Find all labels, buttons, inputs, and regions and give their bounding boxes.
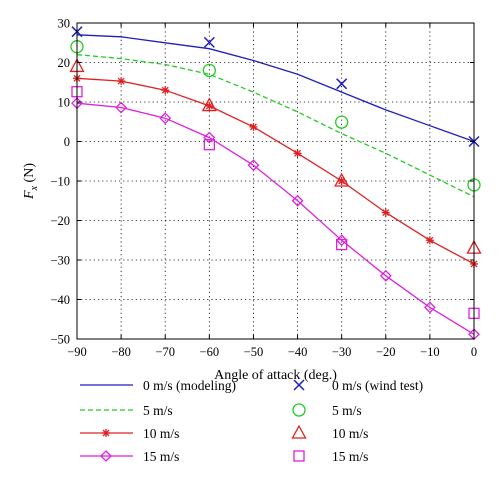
y-tick-label: −20: [50, 214, 70, 228]
test-point: [203, 36, 215, 48]
model-point: [205, 101, 214, 110]
y-tick-label: −40: [50, 293, 70, 307]
x-tick-label: −60: [200, 345, 220, 359]
model-series-3: [71, 97, 480, 341]
legend-marker: [292, 403, 306, 417]
test-series-0: [71, 26, 480, 148]
test-point: [336, 78, 348, 90]
y-axis-label: Fx (N): [22, 163, 40, 200]
y-tick-label: −30: [50, 254, 70, 268]
test-series-2: [69, 58, 482, 254]
y-tick-label: 20: [58, 56, 71, 70]
model-point: [379, 269, 392, 282]
legend-label: 15 m/s: [143, 449, 179, 464]
legend-label: 10 m/s: [143, 426, 179, 441]
legend: 0 m/s (modeling) 5 m/s 10 m/s 15 m/s 0 m/s (…: [80, 378, 423, 464]
y-axis-label-main: F: [22, 190, 37, 200]
test-point: [201, 97, 217, 112]
x-tick-label: −20: [376, 345, 396, 359]
model-line: [76, 34, 475, 143]
model-point: [249, 122, 258, 131]
y-tick-label: 0: [64, 135, 70, 149]
model-line: [76, 53, 475, 198]
legend-marker: [102, 429, 110, 437]
legend-marker: [293, 450, 305, 462]
test-point: [335, 115, 349, 129]
model-point: [115, 101, 128, 114]
x-tick-label: −30: [332, 345, 352, 359]
model-point: [117, 77, 126, 86]
model-series-1: [76, 53, 475, 198]
test-point: [202, 63, 216, 78]
ticks: −90 −80 −70 −60 −50 −40 −30 −20 −10 0 30 20 10 0 −10 −2…: [50, 17, 477, 360]
x-tick-label: −50: [244, 345, 264, 359]
model-point: [159, 112, 172, 125]
model-line: [76, 102, 475, 335]
grid: [76, 22, 475, 340]
model-series-0: [76, 34, 475, 143]
model-point: [161, 86, 170, 95]
model-line: [76, 77, 475, 265]
test-point: [336, 238, 348, 251]
x-tick-label: −70: [155, 345, 175, 359]
model-point: [291, 194, 304, 207]
model-point: [381, 208, 390, 217]
model-point: [425, 236, 434, 245]
test-point: [334, 172, 350, 187]
x-tick-label: −80: [111, 345, 131, 359]
y-tick-label: −10: [50, 175, 70, 189]
model-point: [335, 234, 348, 247]
x-axis-label: Angle of attack (deg.): [214, 368, 337, 383]
legend-marker: [100, 450, 112, 462]
legend-marker: [291, 424, 307, 439]
y-axis-label-sub: x: [29, 185, 40, 191]
legend-label: 0 m/s (modeling): [143, 378, 236, 393]
legend-label: 0 m/s (wind test): [332, 378, 423, 393]
model-point: [293, 149, 302, 158]
model-point: [247, 159, 260, 172]
model-point: [203, 131, 216, 144]
legend-label: 10 m/s: [332, 426, 368, 441]
y-axis-label-unit: (N): [22, 163, 37, 186]
legend-label: 15 m/s: [332, 449, 368, 464]
x-tick-label: 0: [471, 345, 477, 359]
x-tick-label: −10: [420, 345, 440, 359]
x-tick-label: −40: [288, 345, 308, 359]
legend-label: 5 m/s: [332, 403, 362, 418]
test-point: [203, 139, 215, 151]
test-series-1: [70, 40, 481, 192]
y-tick-label: 30: [58, 17, 71, 31]
model-series-2: [73, 74, 478, 268]
y-tick-label: −50: [50, 333, 70, 347]
legend-label: 5 m/s: [143, 403, 173, 418]
series-layer: [69, 26, 482, 341]
model-point: [423, 301, 436, 314]
legend-marker: [293, 379, 305, 391]
x-tick-label: −90: [67, 345, 87, 359]
y-tick-label: 10: [58, 96, 71, 110]
